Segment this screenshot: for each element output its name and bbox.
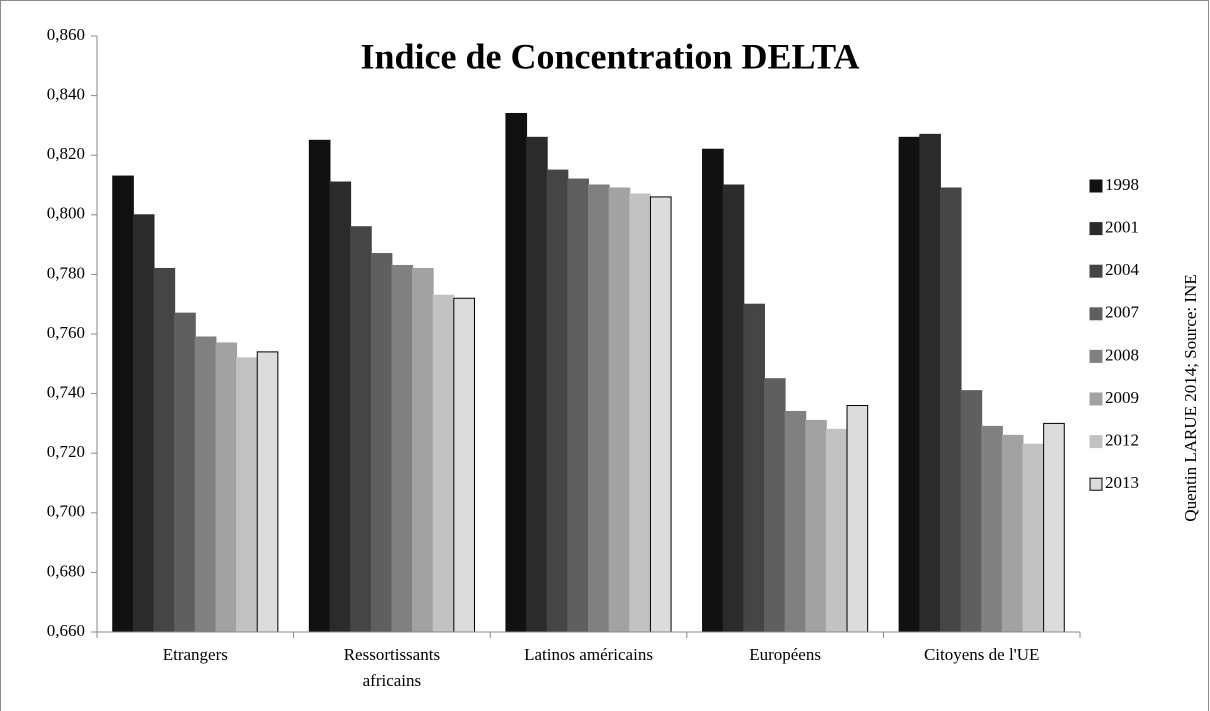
legend-label: 1998 [1105, 175, 1139, 194]
legend-swatch [1089, 477, 1103, 491]
x-tick-label: Citoyens de l'UE [924, 645, 1039, 664]
bar [919, 133, 941, 633]
bar [784, 410, 807, 633]
legend-swatch [1089, 307, 1103, 321]
bar [412, 267, 434, 633]
bar [174, 312, 196, 633]
bar [329, 181, 352, 633]
bar [453, 297, 475, 633]
bar [1001, 434, 1024, 633]
x-tick-label: Ressortissants africains [344, 645, 440, 690]
chart-title: Indice de Concentration DELTA [360, 36, 859, 76]
legend-swatch [1089, 222, 1103, 236]
bar [588, 184, 610, 633]
y-tick-label: 0,660 [47, 621, 85, 640]
bar [256, 351, 279, 633]
bar [608, 187, 631, 633]
y-tick-label: 0,680 [47, 561, 85, 580]
bar [194, 336, 217, 633]
bar [743, 303, 765, 633]
y-tick-label: 0,860 [47, 25, 85, 44]
bar [981, 425, 1003, 633]
y-tick-label: 0,740 [47, 383, 85, 402]
y-tick-label: 0,840 [47, 85, 85, 104]
bar [308, 139, 331, 633]
y-tick-label: 0,780 [47, 263, 85, 282]
bar [960, 390, 983, 633]
x-tick-label: Etrangers [163, 645, 228, 664]
y-tick-label: 0,700 [47, 502, 85, 521]
bar [1022, 443, 1045, 633]
bar [153, 267, 176, 633]
bar [805, 419, 827, 633]
x-tick-label: Européens [749, 645, 821, 664]
y-tick-label: 0,820 [47, 144, 85, 163]
legend-label: 2007 [1105, 303, 1140, 322]
source-note: Quentin LARUE 2014; Source: INE [1181, 274, 1200, 521]
bar [846, 405, 869, 633]
legend-swatch [1089, 349, 1103, 363]
bar [722, 184, 745, 633]
bar [763, 378, 786, 633]
bar [1043, 422, 1065, 633]
bar [898, 136, 921, 633]
legend-label: 2001 [1105, 218, 1139, 237]
legend-swatch [1089, 264, 1103, 278]
bar [939, 187, 962, 633]
bar [702, 148, 724, 633]
bar [546, 169, 569, 633]
y-tick-label: 0,720 [47, 442, 85, 461]
legend-label: 2013 [1105, 473, 1139, 492]
bar [567, 178, 589, 633]
bar [526, 136, 548, 633]
bar [350, 226, 372, 633]
bar [112, 175, 134, 633]
bar [649, 196, 672, 633]
bar [236, 357, 258, 633]
legend-label: 2012 [1105, 431, 1139, 450]
legend-label: 2004 [1105, 260, 1140, 279]
legend-swatch [1089, 392, 1103, 406]
bar [215, 342, 238, 633]
x-tick-label: Latinos américains [524, 645, 653, 664]
y-tick-label: 0,760 [47, 323, 85, 342]
bar [629, 193, 651, 633]
bar [132, 214, 155, 633]
bar [370, 253, 393, 633]
legend-swatch [1089, 435, 1103, 449]
bar [505, 112, 528, 633]
bar [825, 428, 848, 633]
legend-label: 2008 [1105, 345, 1139, 364]
legend-swatch [1089, 179, 1103, 193]
bar [391, 264, 414, 633]
bar [432, 294, 455, 633]
y-tick-label: 0,800 [47, 204, 85, 223]
legend-label: 2009 [1105, 388, 1139, 407]
